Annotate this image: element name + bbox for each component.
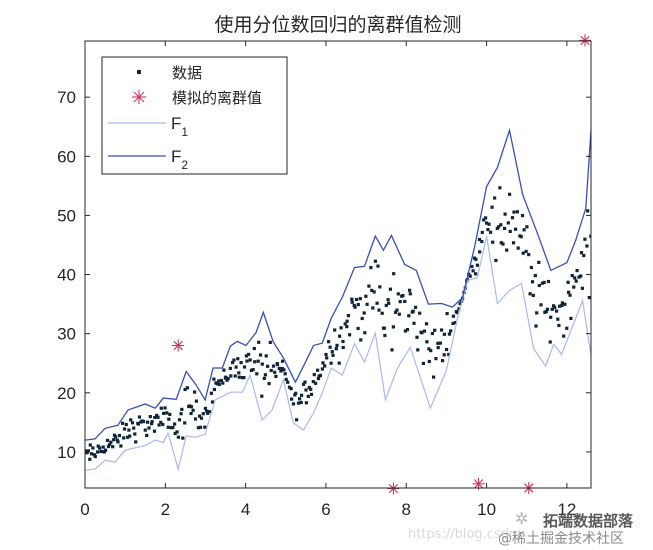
y-axis: 10 20 30 40 50 60 70 (57, 88, 591, 462)
watermark-url: https://blog.csdn (408, 527, 518, 542)
wechat-icon: ✲ (515, 509, 529, 528)
x-tick-label: 2 (161, 500, 170, 519)
legend-f2-label: F2 (171, 147, 188, 172)
axes-box (84, 40, 592, 489)
outlier-asterisk-icon (387, 482, 400, 495)
watermark-brand: 拓端数据部落 (543, 512, 634, 530)
x-tick-label: 6 (321, 500, 330, 519)
x-tick-label: 10 (477, 500, 496, 519)
legend-f1-label: F1 (171, 114, 188, 139)
x-tick-label: 4 (241, 500, 250, 519)
y-tick-label: 20 (57, 384, 76, 403)
legend-data-label: 数据 (172, 64, 202, 82)
outlier-asterisk-icon (578, 34, 591, 47)
x-axis: 0 2 4 6 8 10 12 (80, 41, 576, 519)
outlier-asterisk-icon (172, 339, 185, 352)
x-tick-label: 8 (402, 500, 411, 519)
y-tick-label: 30 (57, 325, 76, 344)
chart-title: 使用分位数回归的离群值检测 (214, 14, 461, 36)
legend-asterisk-icon (132, 90, 146, 104)
y-tick-label: 10 (57, 443, 76, 462)
f2-line (85, 120, 591, 441)
y-tick-label: 50 (57, 206, 76, 225)
data-points (85, 186, 591, 461)
legend-outlier-label: 模拟的离群值 (172, 89, 262, 107)
x-tick-label: 12 (557, 500, 576, 519)
y-tick-label: 70 (57, 88, 76, 107)
legend: 数据 模拟的离群值 F1 F2 (101, 56, 288, 175)
y-tick-label: 40 (57, 266, 76, 285)
y-tick-label: 60 (57, 147, 76, 166)
x-tick-label: 0 (80, 500, 89, 519)
watermark-sub: @稀土掘金技术社区 (498, 531, 624, 547)
legend-data-marker (137, 70, 141, 74)
f1-line (85, 235, 591, 472)
